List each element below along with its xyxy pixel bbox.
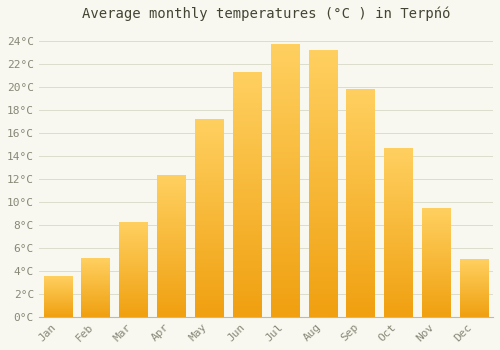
Bar [384, 148, 412, 317]
Bar [346, 89, 375, 317]
Bar [82, 258, 110, 317]
Title: Average monthly temperatures (°C ) in Terpńó: Average monthly temperatures (°C ) in Te… [82, 7, 450, 21]
Bar [460, 259, 488, 317]
Bar [422, 209, 450, 317]
Bar [157, 175, 186, 317]
Bar [195, 119, 224, 317]
Bar [44, 276, 72, 317]
Bar [308, 50, 337, 317]
Bar [233, 72, 261, 317]
Bar [119, 223, 148, 317]
Bar [270, 44, 299, 317]
